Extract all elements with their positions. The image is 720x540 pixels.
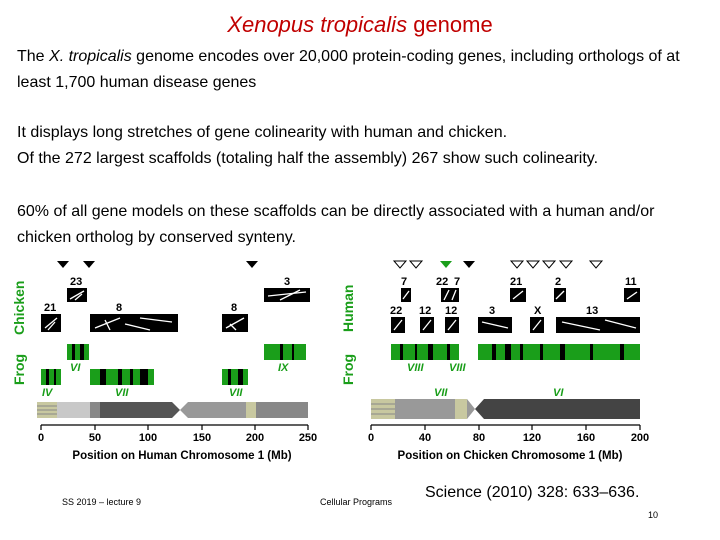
- right-axis-title: Position on Chicken Chromosome 1 (Mb): [398, 450, 623, 462]
- left-frog-chr-VII-a: VII: [115, 387, 129, 399]
- right-frog-blocks: [391, 344, 640, 360]
- right-frog-chr-VIII-a: VIII: [407, 362, 424, 374]
- right-human-chr-21: 21: [510, 276, 522, 288]
- left-chicken-chr-21: 21: [44, 302, 56, 314]
- right-human-chr-7b: 7: [454, 276, 460, 288]
- left-frog-blocks: [41, 344, 306, 385]
- left-chicken-chr-8a: 8: [116, 302, 122, 314]
- left-chicken-blocks: [41, 288, 310, 332]
- left-tick-50: 50: [89, 432, 101, 444]
- right-human-chr-7a: 7: [401, 276, 407, 288]
- human-chromosome-bar: [37, 402, 308, 418]
- left-axis: [40, 424, 309, 430]
- slide-title: Xenopus tropicalis genome: [0, 12, 720, 38]
- right-tick-120: 120: [523, 432, 541, 444]
- left-frog-label: Frog: [11, 354, 27, 385]
- p1-before: The: [17, 48, 50, 65]
- right-frog-chr-VIII-b: VIII: [449, 362, 466, 374]
- left-chicken-chr-3: 3: [284, 276, 290, 288]
- left-chicken-label: Chicken: [11, 281, 27, 335]
- left-tick-200: 200: [246, 432, 264, 444]
- left-axis-title: Position on Human Chromosome 1 (Mb): [72, 450, 291, 462]
- paragraph-synteny: 60% of all gene models on these scaffold…: [17, 203, 655, 246]
- left-tick-0: 0: [38, 432, 44, 444]
- right-human-chr-12a: 12: [419, 305, 431, 317]
- left-frog-chr-IX: IX: [278, 362, 289, 374]
- left-tick-100: 100: [139, 432, 157, 444]
- right-human-chr-13: 13: [586, 305, 598, 317]
- left-tick-250: 250: [299, 432, 317, 444]
- footer-lecture: SS 2019 – lecture 9: [62, 497, 142, 507]
- left-frog-chr-IV: IV: [42, 387, 54, 399]
- right-tick-0: 0: [368, 432, 374, 444]
- right-human-chr-22a: 22: [436, 276, 448, 288]
- citation: Science (2010) 328: 633–636.: [425, 484, 640, 501]
- chicken-chromosome-bar: [371, 399, 640, 419]
- page-number: 10: [648, 510, 659, 520]
- title-rest: genome: [407, 12, 493, 37]
- right-frog-chr-VII: VII: [434, 387, 448, 399]
- p1-after: genome encodes over 20,000 protein-codin…: [17, 48, 680, 91]
- right-tick-200: 200: [631, 432, 649, 444]
- right-markers: [392, 260, 604, 269]
- left-chicken-chr-23: 23: [70, 276, 82, 288]
- footer-course: Cellular Programs: [320, 497, 393, 507]
- right-human-chr-X: X: [534, 305, 542, 317]
- left-markers: [57, 261, 258, 268]
- p2-line1: It displays long stretches of gene colin…: [17, 124, 508, 141]
- paragraph-genes: The X. tropicalis genome encodes over 20…: [17, 44, 707, 96]
- title-species: Xenopus tropicalis: [227, 12, 408, 37]
- right-tick-160: 160: [577, 432, 595, 444]
- right-human-chr-3: 3: [489, 305, 495, 317]
- synteny-figure: Chicken Frog 23 21 8 8 3: [11, 260, 649, 462]
- p1-species: X. tropicalis: [49, 48, 132, 65]
- right-human-chr-11: 11: [625, 276, 637, 288]
- paragraph-colinearity: It displays long stretches of gene colin…: [17, 120, 707, 172]
- right-frog-label: Frog: [340, 354, 356, 385]
- right-human-blocks: [391, 288, 640, 333]
- right-tick-40: 40: [419, 432, 431, 444]
- right-human-chr-2: 2: [555, 276, 561, 288]
- right-axis: [370, 424, 641, 430]
- left-chicken-chr-8b: 8: [231, 302, 237, 314]
- left-frog-chr-VII-b: VII: [229, 387, 243, 399]
- p2-line2: Of the 272 largest scaffolds (totaling h…: [17, 150, 599, 167]
- right-human-label: Human: [340, 285, 356, 332]
- right-tick-80: 80: [473, 432, 485, 444]
- right-human-chr-22b: 22: [390, 305, 402, 317]
- left-tick-150: 150: [193, 432, 211, 444]
- left-frog-chr-VI: VI: [70, 362, 81, 374]
- right-human-chr-12b: 12: [445, 305, 457, 317]
- right-frog-chr-VI: VI: [553, 387, 564, 399]
